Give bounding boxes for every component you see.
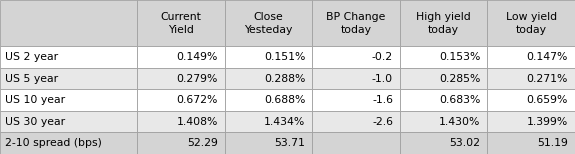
Text: 0.147%: 0.147% xyxy=(527,52,568,62)
Text: 0.153%: 0.153% xyxy=(439,52,481,62)
Bar xyxy=(400,46,488,68)
Bar xyxy=(488,111,575,132)
Text: US 5 year: US 5 year xyxy=(5,74,58,83)
Text: 0.688%: 0.688% xyxy=(264,95,305,105)
Bar xyxy=(312,89,400,111)
Bar xyxy=(312,111,400,132)
Text: US 30 year: US 30 year xyxy=(5,117,65,127)
Text: 52.29: 52.29 xyxy=(187,138,218,148)
Bar xyxy=(312,132,400,154)
Text: -1.6: -1.6 xyxy=(372,95,393,105)
Bar xyxy=(488,46,575,68)
Text: 0.288%: 0.288% xyxy=(264,74,305,83)
Text: -1.0: -1.0 xyxy=(372,74,393,83)
Bar xyxy=(488,0,575,46)
Text: 51.19: 51.19 xyxy=(537,138,568,148)
Bar xyxy=(400,89,488,111)
Text: 1.430%: 1.430% xyxy=(439,117,481,127)
Text: 53.02: 53.02 xyxy=(450,138,481,148)
Bar xyxy=(400,0,488,46)
Text: Close
Yesteday: Close Yesteday xyxy=(244,12,293,35)
Bar xyxy=(312,0,400,46)
Bar xyxy=(400,68,488,89)
Text: 0.285%: 0.285% xyxy=(439,74,481,83)
Text: 0.683%: 0.683% xyxy=(439,95,481,105)
Bar xyxy=(225,0,312,46)
Text: 0.151%: 0.151% xyxy=(264,52,305,62)
Text: 0.271%: 0.271% xyxy=(527,74,568,83)
Bar xyxy=(137,68,225,89)
Text: 0.659%: 0.659% xyxy=(527,95,568,105)
Text: 53.71: 53.71 xyxy=(275,138,305,148)
Bar xyxy=(137,132,225,154)
Bar xyxy=(137,46,225,68)
Bar xyxy=(0,89,137,111)
Text: Low yield
today: Low yield today xyxy=(505,12,557,35)
Bar xyxy=(400,111,488,132)
Text: 0.672%: 0.672% xyxy=(177,95,218,105)
Text: US 10 year: US 10 year xyxy=(5,95,65,105)
Bar xyxy=(137,111,225,132)
Bar xyxy=(0,68,137,89)
Text: 1.399%: 1.399% xyxy=(527,117,568,127)
Bar xyxy=(225,132,312,154)
Bar xyxy=(488,132,575,154)
Text: 1.408%: 1.408% xyxy=(177,117,218,127)
Text: High yield
today: High yield today xyxy=(416,12,471,35)
Bar xyxy=(312,68,400,89)
Text: Current
Yield: Current Yield xyxy=(160,12,202,35)
Bar xyxy=(137,0,225,46)
Text: 0.149%: 0.149% xyxy=(177,52,218,62)
Bar xyxy=(0,132,137,154)
Text: 2-10 spread (bps): 2-10 spread (bps) xyxy=(5,138,101,148)
Bar xyxy=(488,68,575,89)
Bar xyxy=(488,89,575,111)
Bar xyxy=(225,46,312,68)
Bar xyxy=(225,89,312,111)
Bar xyxy=(225,68,312,89)
Bar xyxy=(312,46,400,68)
Bar xyxy=(400,132,488,154)
Text: US 2 year: US 2 year xyxy=(5,52,58,62)
Text: 0.279%: 0.279% xyxy=(177,74,218,83)
Text: -0.2: -0.2 xyxy=(372,52,393,62)
Bar xyxy=(0,111,137,132)
Text: 1.434%: 1.434% xyxy=(264,117,305,127)
Bar xyxy=(0,46,137,68)
Bar xyxy=(0,0,137,46)
Bar xyxy=(137,89,225,111)
Bar xyxy=(225,111,312,132)
Text: BP Change
today: BP Change today xyxy=(327,12,386,35)
Text: -2.6: -2.6 xyxy=(372,117,393,127)
